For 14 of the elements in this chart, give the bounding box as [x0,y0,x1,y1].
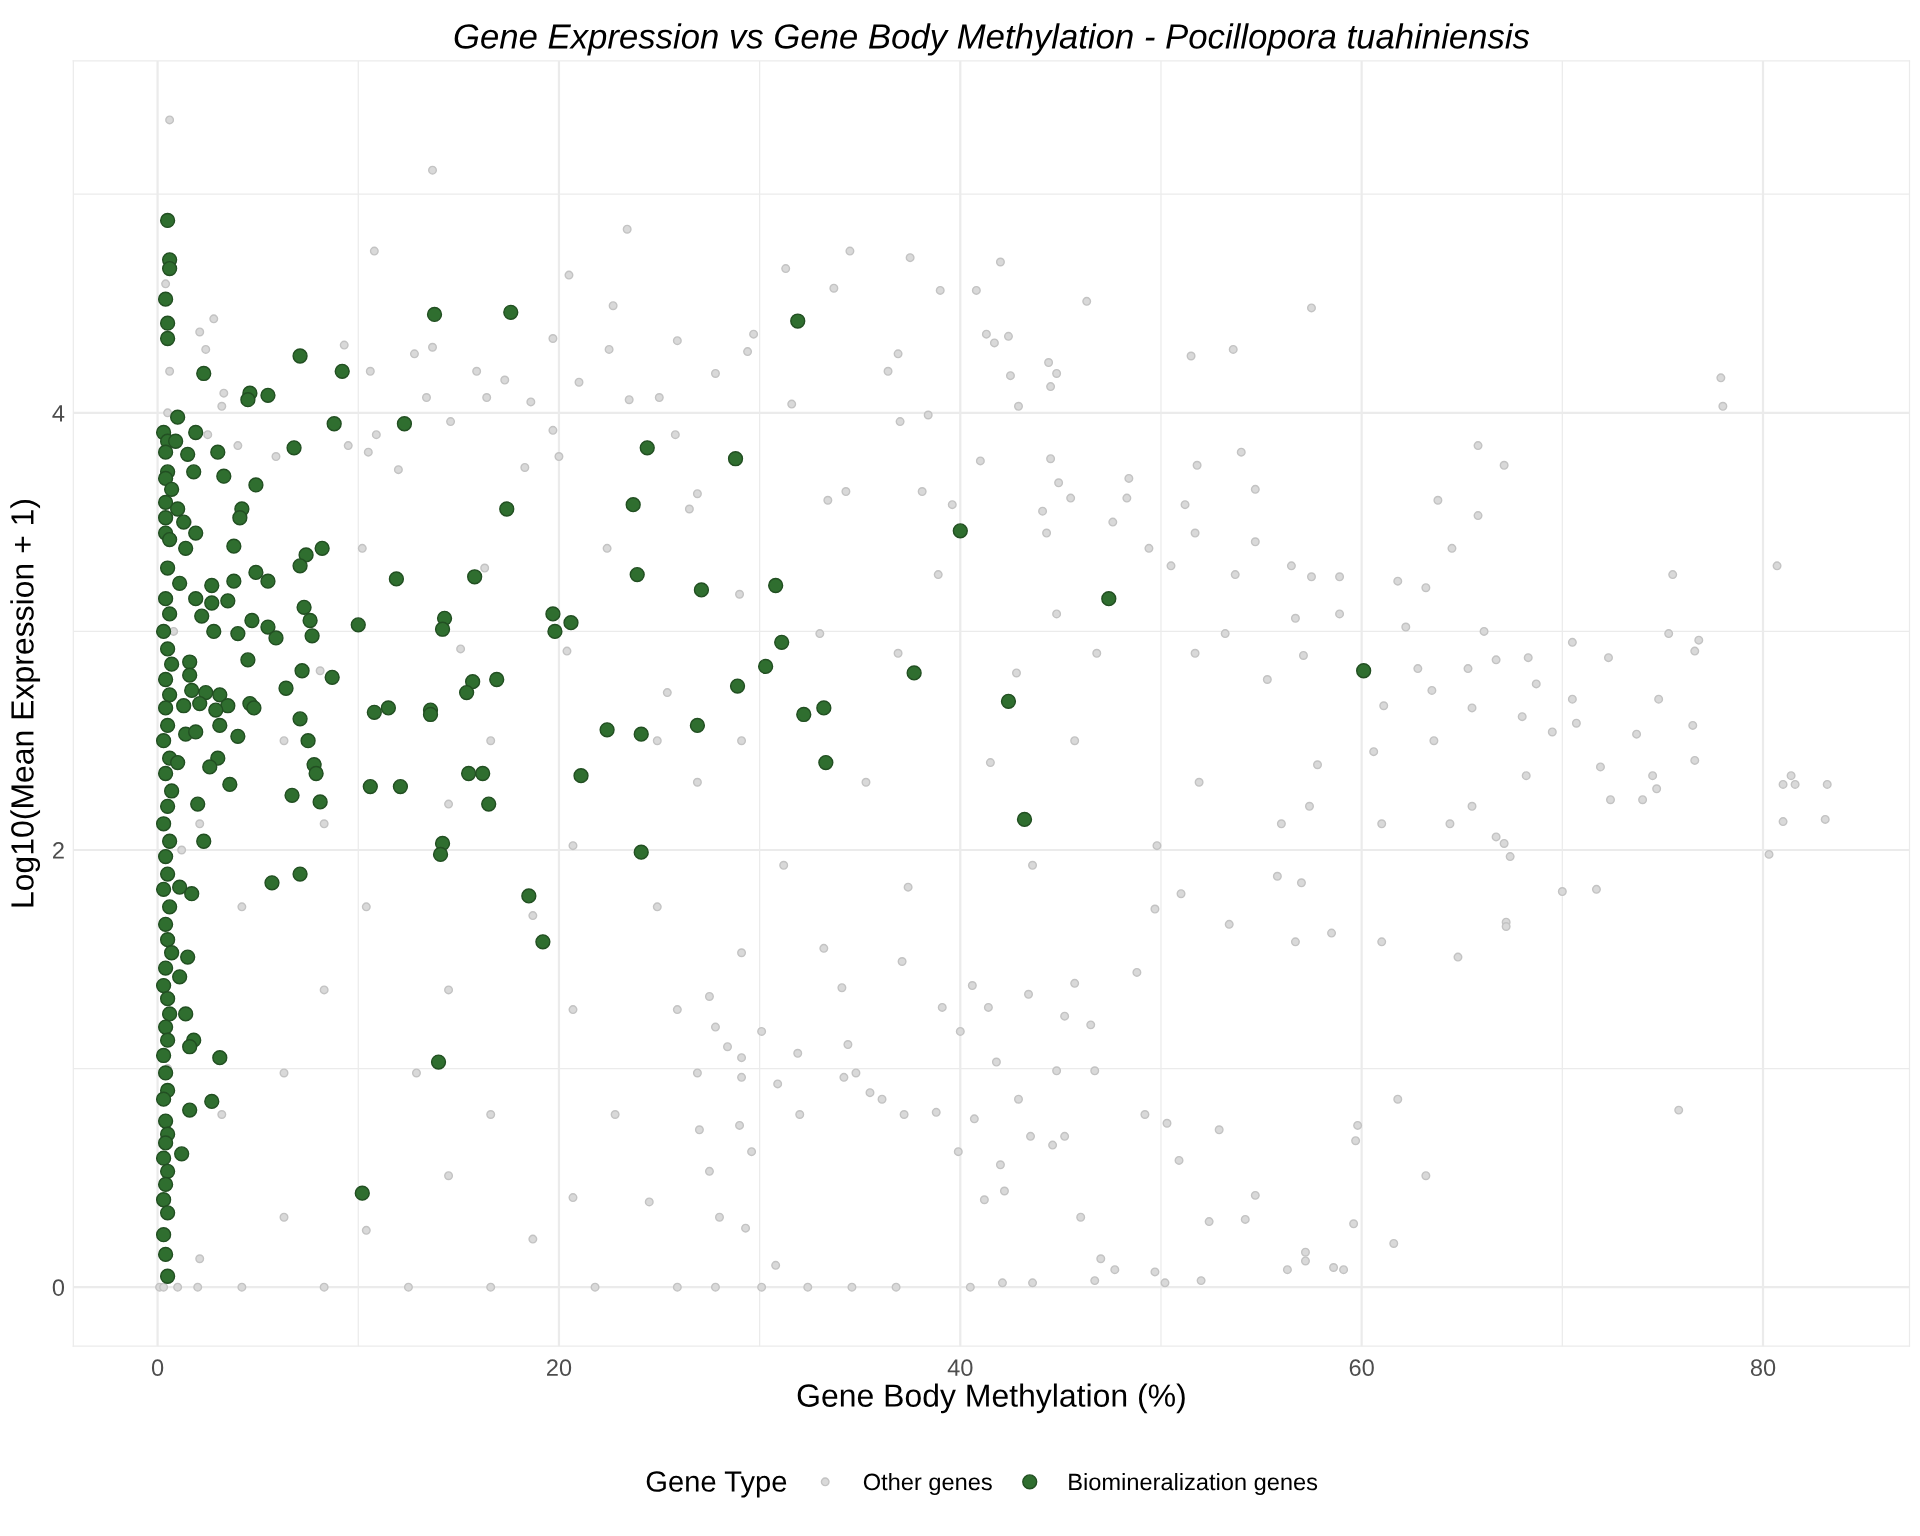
x-tick-label: 80 [1750,1359,1776,1377]
x-tick-label: 40 [947,1359,973,1377]
y-tick-label: 4 [52,405,65,422]
x-axis-title: Gene Body Methylation (%) [797,1383,1185,1414]
y-tick-label: 2 [53,842,64,859]
legend-label: Other genes [863,1472,992,1495]
y-tick-label: 0 [52,1279,65,1296]
chart-title: Gene Expression vs Gene Body Methylation - Pocillopora tuahiniensis [454,23,1530,56]
y-axis-title: Log10(Mean Expression + 1) [10,499,41,907]
x-tick-label: 0 [151,1359,164,1377]
legend-label: Biomineralization genes [1069,1472,1318,1495]
legend-title: Gene Type [646,1471,787,1498]
x-tick-label: 20 [547,1359,572,1377]
x-tick-label: 60 [1349,1359,1374,1377]
